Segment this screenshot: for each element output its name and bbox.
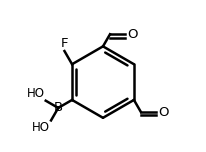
Text: HO: HO <box>27 87 45 100</box>
Text: F: F <box>61 36 68 50</box>
Text: B: B <box>54 101 63 114</box>
Text: HO: HO <box>32 121 50 134</box>
Text: O: O <box>158 105 169 119</box>
Text: O: O <box>127 28 138 41</box>
